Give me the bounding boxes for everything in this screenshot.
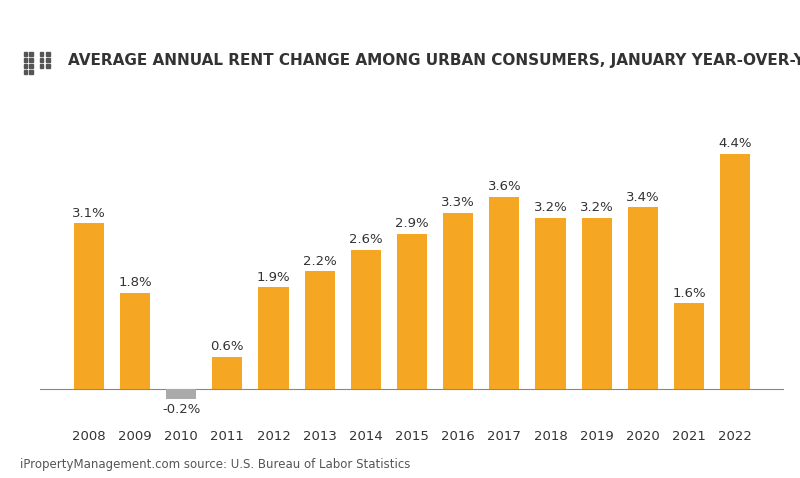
Bar [74, 224, 104, 389]
Bar [305, 272, 334, 389]
Text: 3.1%: 3.1% [72, 207, 106, 220]
Text: 1.9%: 1.9% [257, 271, 290, 284]
Bar [46, 64, 50, 68]
Bar [258, 287, 289, 389]
Bar [24, 70, 27, 74]
Bar [40, 64, 43, 68]
Bar [24, 64, 27, 68]
Bar [628, 207, 658, 389]
Bar [351, 250, 381, 389]
Bar [674, 304, 704, 389]
Bar [166, 389, 196, 399]
Bar [40, 58, 43, 62]
Text: 4.4%: 4.4% [718, 138, 752, 151]
Text: 3.4%: 3.4% [626, 191, 660, 204]
Text: 3.2%: 3.2% [580, 201, 614, 215]
Bar [46, 58, 50, 62]
Bar [38, 49, 54, 71]
Bar [40, 52, 43, 55]
Text: 2.6%: 2.6% [349, 233, 382, 246]
Text: 2.2%: 2.2% [302, 255, 337, 268]
Bar [24, 58, 27, 62]
Bar [29, 58, 33, 62]
Bar [720, 154, 750, 389]
Bar [22, 49, 34, 77]
Bar [29, 70, 33, 74]
Text: 1.6%: 1.6% [672, 287, 706, 300]
Bar [443, 213, 473, 389]
Text: 2.9%: 2.9% [395, 217, 429, 230]
Text: 3.6%: 3.6% [487, 180, 521, 193]
Bar [490, 197, 519, 389]
Text: 3.2%: 3.2% [534, 201, 567, 215]
Bar [120, 293, 150, 389]
Bar [29, 64, 33, 68]
Bar [397, 234, 427, 389]
Bar [24, 52, 27, 55]
Text: -0.2%: -0.2% [162, 403, 200, 416]
Text: 0.6%: 0.6% [210, 340, 244, 353]
Bar [212, 357, 242, 389]
Bar [535, 218, 566, 389]
Text: 3.3%: 3.3% [442, 196, 475, 209]
Bar [582, 218, 612, 389]
Text: AVERAGE ANNUAL RENT CHANGE AMONG URBAN CONSUMERS, JANUARY YEAR-OVER-YEAR: AVERAGE ANNUAL RENT CHANGE AMONG URBAN C… [68, 53, 800, 67]
Bar [29, 52, 33, 55]
Text: iPropertyManagement.com source: U.S. Bureau of Labor Statistics: iPropertyManagement.com source: U.S. Bur… [20, 458, 410, 471]
Text: 1.8%: 1.8% [118, 276, 152, 289]
Bar [46, 52, 50, 55]
